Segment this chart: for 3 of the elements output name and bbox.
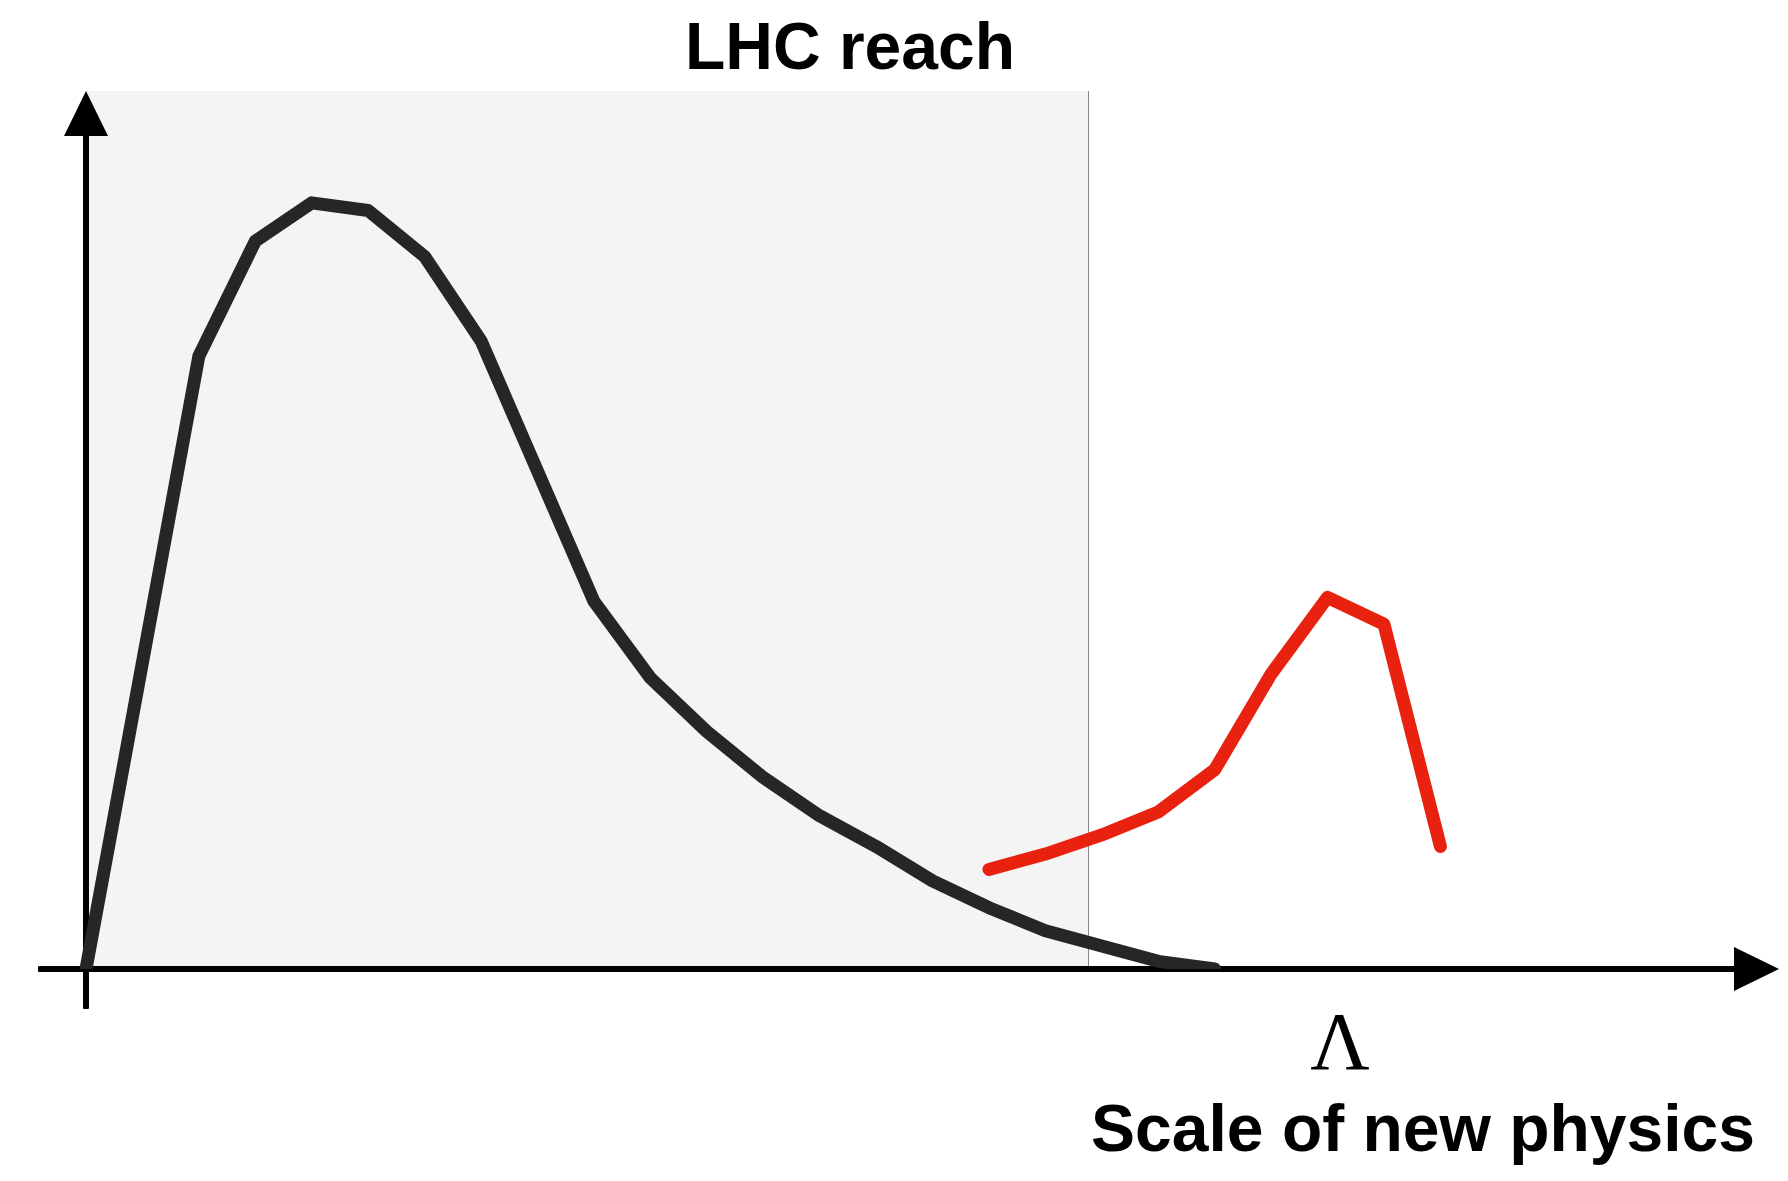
x-axis-title: Scale of new physics (1091, 1090, 1755, 1166)
chart-title: LHC reach (683, 8, 1017, 84)
text: Λ (1309, 995, 1371, 1089)
